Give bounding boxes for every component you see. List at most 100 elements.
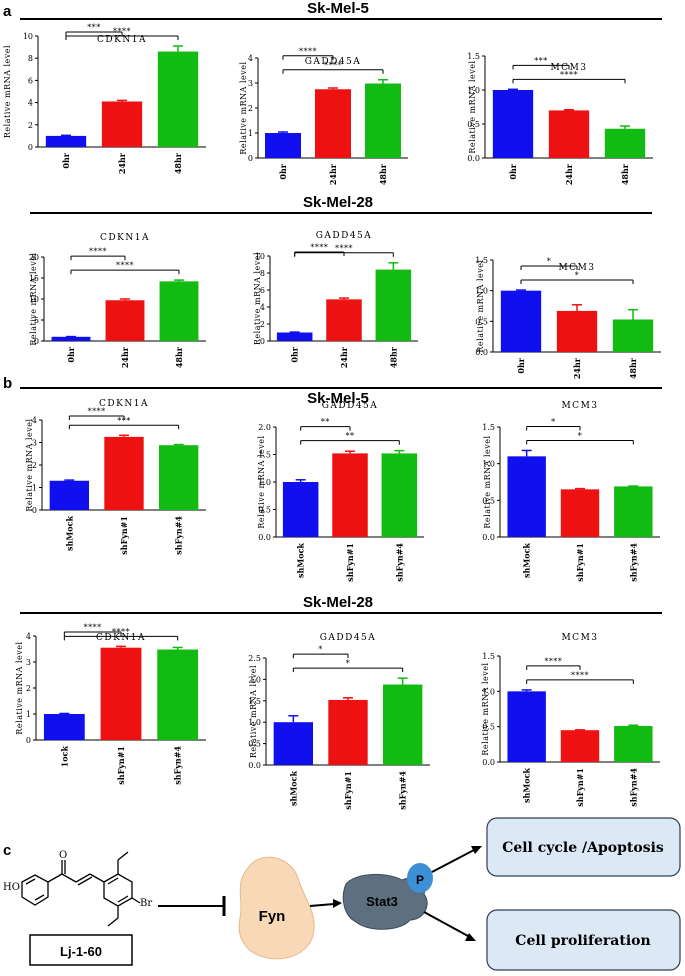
outcome-box-cell-cycle [486,817,681,877]
x-tick-label: shMock [64,516,74,551]
y-axis-label: Relative mRNA level [3,45,12,138]
bar-0hr [492,90,534,158]
bar-24hr [326,299,362,341]
outcome-cell-cycle-label: Cell cycle /Apoptosis [502,840,664,856]
oxygen-label: O [59,850,67,861]
bar-0hr [276,332,313,341]
y-tick-label: 4 [248,54,253,63]
y-tick-label: 0.0 [258,533,271,542]
y-tick-label: 0 [28,143,33,152]
y-axis-label: Relative mRNA level [257,435,266,528]
bar-shMock [282,482,319,537]
significance-label: *** [534,56,548,65]
y-tick-label: 5 [34,316,39,325]
arrowhead-cell-cycle [471,846,482,854]
x-tick-label: 0hr [61,152,71,168]
y-tick-label: 1 [32,484,37,493]
y-axis-label: Relative mRNA level [249,665,258,758]
bar-48hr [159,281,199,341]
bar-shFyn#1 [332,453,368,537]
y-tick-label: 8 [28,54,33,63]
y-tick-label: 1.5 [475,256,488,265]
significance-label: *** [117,416,131,425]
outcome-proliferation-label: Cell proliferation [515,933,650,949]
bar-shMock [507,456,546,537]
y-tick-label: 1.0 [475,287,488,296]
x-tick-label: 0hr [66,346,76,362]
phospho-circle [407,863,433,893]
section-title-b-sk-mel-5: Sk-Mel-5 [307,390,369,407]
chart-a-sk-mel-5-cdkn1a: CDKN1A Relative mRNA level 0 2 4 6 8 10 0hr 24hr 4… [3,23,206,174]
y-tick-label: 0 [32,506,37,515]
bar-1ock [43,714,85,740]
bar-shFyn#1 [560,730,600,762]
y-tick-label: 0 [34,337,39,346]
bar-24hr [548,110,590,158]
panel-letter-b: b [3,375,12,392]
y-tick-label: 6 [28,76,33,85]
bar-48hr [604,128,646,158]
significance-label: **** [299,47,317,56]
y-axis-label: Relative mRNA level [476,259,485,352]
x-tick-label: 24hr [117,152,127,174]
chart-title: GADD45A [320,633,377,643]
significance-label: **** [560,70,578,79]
significance-label: **** [310,243,328,252]
y-tick-label: 2 [248,104,253,113]
bar-0hr [500,290,542,352]
bar-shMock [507,691,546,762]
fyn-to-stat3-arrowhead [333,899,342,908]
bar-shFyn#1 [560,489,600,537]
y-tick-label: 0 [248,154,253,163]
x-tick-label: 24hr [120,346,130,368]
y-tick-label: 1.0 [482,687,495,696]
chart-title: MCM3 [558,263,595,273]
y-tick-label: 6 [260,286,265,295]
compound-label: Lj-1-60 [60,944,102,959]
x-tick-label: 48hr [628,357,638,379]
section-title-b-sk-mel-28: Sk-Mel-28 [303,594,373,611]
y-axis-label: Relative mRNA level [481,662,490,755]
y-tick-label: 0.0 [482,758,495,767]
x-tick-label: 48hr [173,152,183,174]
y-axis-label: Relative mRNA level [29,252,38,345]
y-tick-label: 0.5 [475,317,488,326]
significance-label: * [551,417,556,426]
y-tick-label: 0.5 [467,120,480,129]
hydroxyl-label: HO [3,882,20,893]
significance-label: * [575,271,580,280]
x-tick-label: shMock [522,543,532,578]
y-tick-label: 1.0 [482,460,495,469]
y-tick-label: 1.5 [258,451,271,460]
x-tick-label: 48hr [378,163,388,185]
x-tick-label: shMock [288,771,298,806]
significance-label: **** [116,261,134,270]
x-tick-label: shFyn#4 [628,543,638,582]
y-tick-label: 1.0 [258,478,271,487]
x-tick-label: 0hr [508,163,518,179]
arrow-to-cell-cycle [431,849,475,873]
x-tick-label: 0hr [516,357,526,373]
y-axis-label: Relative mRNA level [25,418,34,511]
bar-0hr [265,133,301,158]
y-tick-label: 3 [248,79,253,88]
chart-title: MCM3 [561,401,598,411]
significance-label: **** [84,623,102,632]
y-tick-label: 15 [29,274,39,283]
x-tick-label: 1ock [59,746,69,768]
significance-label: **** [571,671,589,680]
y-tick-label: 0 [26,736,31,745]
bar-24hr [101,101,143,147]
bar-shFyn#4 [614,725,653,762]
significance-label: **** [324,61,342,70]
x-tick-label: 24hr [328,163,338,185]
chart-title: MCM3 [550,63,587,73]
y-axis-label: Relative mRNA level [468,60,477,153]
bar-0hr [51,336,91,341]
significance-label: **** [89,247,107,256]
y-tick-label: 3 [32,439,37,448]
y-tick-label: 2.5 [248,654,261,663]
y-axis-label: Relative mRNA level [15,641,24,734]
